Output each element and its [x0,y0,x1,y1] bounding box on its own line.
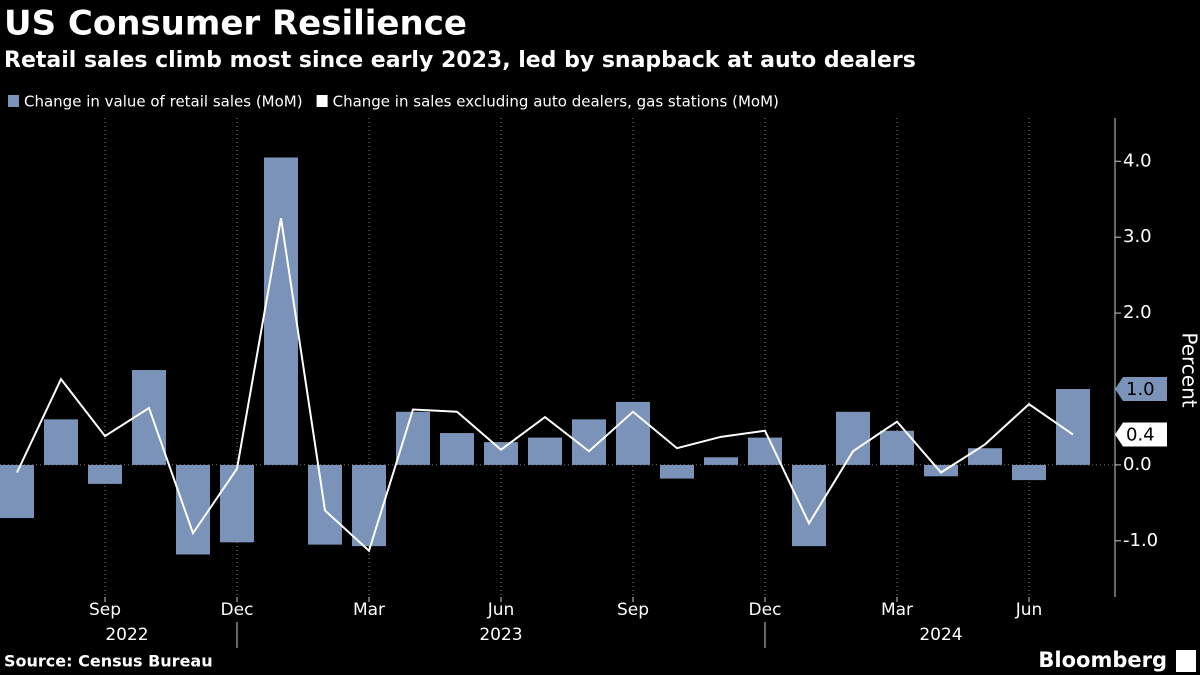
y-tick-label: 4.0 [1123,150,1152,171]
bar [836,411,870,465]
bar [924,464,958,477]
year-label: 2022 [105,625,148,645]
brand-icon [1176,650,1196,672]
x-tick-label: Jun [487,600,515,620]
x-tick-label: Sep [89,600,121,620]
bar [1012,464,1046,481]
x-tick-label: Mar [353,600,385,620]
y-tick-label: 0.0 [1123,454,1152,475]
legend-swatch [316,95,328,107]
x-tick-label: Sep [617,600,649,620]
legend-label: Change in value of retail sales (MoM) [24,93,303,111]
y-tick-label: -1.0 [1123,530,1158,551]
x-tick-label: Dec [221,600,254,620]
value-label: 1.0 [1126,379,1155,400]
chart-subtitle: Retail sales climb most since early 2023… [4,48,916,73]
value-flag [1115,377,1167,402]
bar [220,464,254,543]
x-tick-label: Dec [749,600,782,620]
y-axis-label: Percent [1178,332,1200,407]
bar [968,448,1002,465]
year-label: 2023 [479,625,522,645]
bar [44,419,78,465]
y-tick-label: 3.0 [1123,226,1152,247]
bar [528,437,562,465]
y-tick-label: 2.0 [1123,302,1152,323]
year-label: 2024 [919,625,962,645]
legend-label: Change in sales excluding auto dealers, … [333,93,779,111]
bar [660,464,694,479]
legend-swatch [8,95,19,107]
x-tick-label: Mar [881,600,913,620]
bar [396,411,430,465]
bar [704,457,738,465]
value-label: 0.4 [1126,425,1155,446]
bar [176,464,210,555]
line [16,218,1074,553]
bar [440,433,474,465]
x-tick-label: Jun [1015,600,1043,620]
bar [88,464,122,484]
bar [264,157,298,465]
bar [132,370,166,465]
bar [0,464,34,519]
bar [880,430,914,465]
source: Source: Census Bureau [4,652,213,671]
bar [748,437,782,465]
chart-title: US Consumer Resilience [4,4,467,44]
value-flag [1115,422,1167,447]
bar [352,464,386,547]
bar [484,442,518,465]
brand: Bloomberg [1038,648,1167,672]
